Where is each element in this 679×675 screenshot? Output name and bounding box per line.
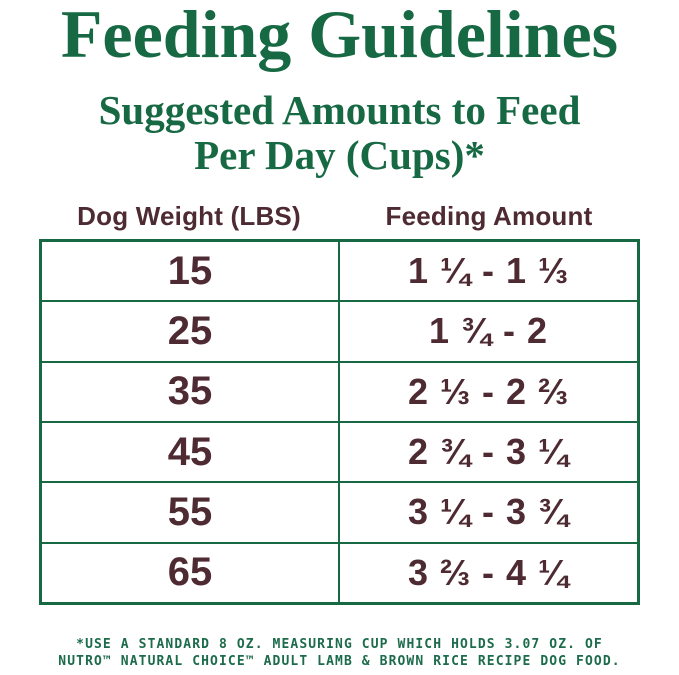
- footnote-line-2: NUTRO™ NATURAL CHOICE™ ADULT LAMB & BROW…: [58, 654, 621, 669]
- page-title: Feeding Guidelines: [60, 0, 619, 72]
- feeding-amount-cell: 3 ¼ - 3 ¾: [407, 491, 570, 533]
- dog-weight-cell: 25: [42, 302, 340, 361]
- subtitle-line-1: Suggested Amounts to Feed: [98, 87, 581, 133]
- feeding-amount-cell: 2 ¾ - 3 ¼: [407, 431, 570, 473]
- column-header-feeding-amount: Feeding Amount: [385, 201, 593, 231]
- dog-weight-cell: 55: [42, 483, 340, 542]
- table-row: 55 3 ¼ - 3 ¾: [42, 483, 637, 544]
- table-row: 35 2 ⅓ - 2 ⅔: [42, 362, 637, 423]
- subtitle-line-2: Per Day (Cups)*: [194, 132, 485, 179]
- feeding-amount-cell: 1 ¾ - 2: [428, 310, 549, 352]
- dog-weight-cell: 15: [42, 242, 340, 301]
- feeding-amount-cell: 2 ⅓ - 2 ⅔: [407, 370, 570, 412]
- feeding-amount-cell: 1 ¼ - 1 ⅓: [407, 250, 570, 292]
- footnote-line-1: *USE A STANDARD 8 OZ. MEASURING CUP WHIC…: [76, 637, 603, 652]
- dog-weight-cell: 65: [42, 543, 340, 602]
- table-row: 25 1 ¾ - 2: [42, 302, 637, 363]
- dog-weight-cell: 45: [42, 422, 340, 482]
- column-header-dog-weight: Dog Weight (LBS): [77, 201, 301, 231]
- footnote: *USE A STANDARD 8 OZ. MEASURING CUP WHIC…: [0, 636, 679, 670]
- page-subtitle: Suggested Amounts to Feed Per Day (Cups)…: [0, 87, 679, 179]
- dog-weight-cell: 35: [42, 362, 340, 421]
- feeding-table: 15 1 ¼ - 1 ⅓ 25 1 ¾ - 2 35 2 ⅓ - 2 ⅔ 45 …: [39, 239, 640, 605]
- table-column-headers: Dog Weight (LBS) Feeding Amount: [39, 201, 640, 232]
- table-row: 45 2 ¾ - 3 ¼: [42, 422, 637, 484]
- table-row: 65 3 ⅔ - 4 ¼: [42, 543, 637, 602]
- feeding-amount-cell: 3 ⅔ - 4 ¼: [407, 551, 570, 593]
- table-row: 15 1 ¼ - 1 ⅓: [42, 242, 637, 303]
